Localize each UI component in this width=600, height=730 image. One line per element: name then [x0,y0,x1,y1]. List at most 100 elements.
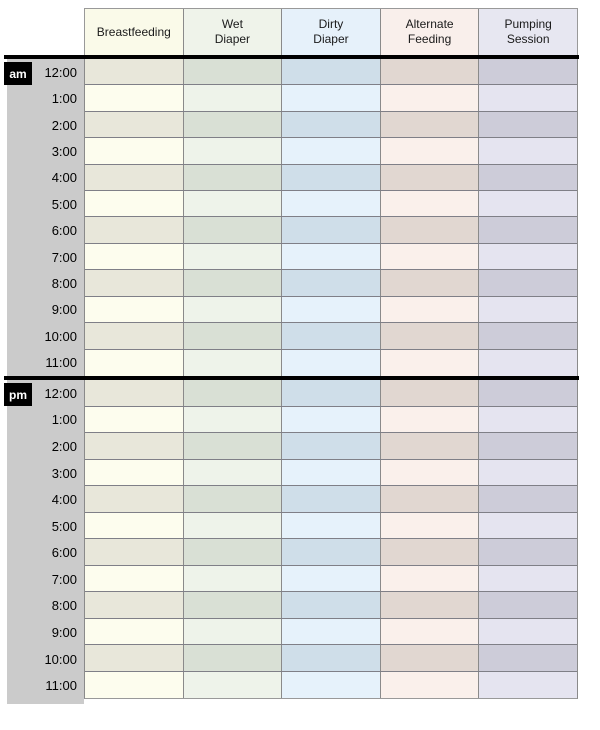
entry-cell-pumping-session[interactable] [478,59,577,85]
entry-cell-pumping-session[interactable] [478,512,577,538]
entry-cell-pumping-session[interactable] [478,406,577,432]
entry-cell-pumping-session[interactable] [478,459,577,485]
entry-cell-alternate-feeding[interactable] [379,164,479,191]
entry-cell-pumping-session[interactable] [478,645,577,671]
entry-cell-pumping-session[interactable] [478,217,577,243]
entry-cell-breastfeeding[interactable] [85,217,183,243]
entry-cell-wet-diaper[interactable] [182,380,282,406]
entry-cell-pumping-session[interactable] [478,111,577,138]
entry-cell-pumping-session[interactable] [478,486,577,512]
entry-cell-dirty-diaper[interactable] [281,671,380,698]
entry-cell-dirty-diaper[interactable] [281,592,380,618]
entry-cell-alternate-feeding[interactable] [379,592,479,618]
entry-cell-wet-diaper[interactable] [182,486,282,512]
entry-cell-pumping-session[interactable] [478,138,577,164]
entry-cell-pumping-session[interactable] [478,243,577,270]
entry-cell-pumping-session[interactable] [478,323,577,349]
entry-cell-breastfeeding[interactable] [85,459,183,485]
entry-cell-dirty-diaper[interactable] [281,349,380,376]
entry-cell-pumping-session[interactable] [478,85,577,111]
entry-cell-alternate-feeding[interactable] [379,323,479,349]
entry-cell-breastfeeding[interactable] [85,191,183,217]
entry-cell-wet-diaper[interactable] [182,296,282,323]
entry-cell-breastfeeding[interactable] [85,323,183,349]
entry-cell-alternate-feeding[interactable] [379,565,479,591]
entry-cell-breastfeeding[interactable] [85,85,183,111]
entry-cell-alternate-feeding[interactable] [379,111,479,138]
entry-cell-wet-diaper[interactable] [182,217,282,243]
entry-cell-alternate-feeding[interactable] [379,243,479,270]
entry-cell-dirty-diaper[interactable] [281,191,380,217]
entry-cell-alternate-feeding[interactable] [379,486,479,512]
entry-cell-wet-diaper[interactable] [182,349,282,376]
entry-cell-pumping-session[interactable] [478,191,577,217]
entry-cell-pumping-session[interactable] [478,164,577,191]
entry-cell-dirty-diaper[interactable] [281,486,380,512]
entry-cell-pumping-session[interactable] [478,270,577,296]
entry-cell-alternate-feeding[interactable] [379,191,479,217]
entry-cell-dirty-diaper[interactable] [281,380,380,406]
entry-cell-dirty-diaper[interactable] [281,164,380,191]
entry-cell-breastfeeding[interactable] [85,433,183,459]
entry-cell-wet-diaper[interactable] [182,433,282,459]
entry-cell-alternate-feeding[interactable] [379,349,479,376]
entry-cell-breastfeeding[interactable] [85,349,183,376]
entry-cell-wet-diaper[interactable] [182,323,282,349]
entry-cell-alternate-feeding[interactable] [379,671,479,698]
entry-cell-pumping-session[interactable] [478,671,577,698]
entry-cell-alternate-feeding[interactable] [379,512,479,538]
entry-cell-wet-diaper[interactable] [182,59,282,85]
entry-cell-breastfeeding[interactable] [85,645,183,671]
entry-cell-alternate-feeding[interactable] [379,380,479,406]
entry-cell-dirty-diaper[interactable] [281,296,380,323]
entry-cell-alternate-feeding[interactable] [379,539,479,565]
entry-cell-dirty-diaper[interactable] [281,111,380,138]
entry-cell-pumping-session[interactable] [478,380,577,406]
entry-cell-breastfeeding[interactable] [85,486,183,512]
entry-cell-wet-diaper[interactable] [182,539,282,565]
entry-cell-dirty-diaper[interactable] [281,270,380,296]
entry-cell-dirty-diaper[interactable] [281,406,380,432]
entry-cell-wet-diaper[interactable] [182,111,282,138]
entry-cell-breastfeeding[interactable] [85,138,183,164]
entry-cell-pumping-session[interactable] [478,349,577,376]
entry-cell-wet-diaper[interactable] [182,512,282,538]
entry-cell-wet-diaper[interactable] [182,592,282,618]
entry-cell-alternate-feeding[interactable] [379,217,479,243]
entry-cell-pumping-session[interactable] [478,433,577,459]
entry-cell-wet-diaper[interactable] [182,406,282,432]
entry-cell-dirty-diaper[interactable] [281,645,380,671]
entry-cell-dirty-diaper[interactable] [281,243,380,270]
entry-cell-wet-diaper[interactable] [182,191,282,217]
entry-cell-alternate-feeding[interactable] [379,406,479,432]
entry-cell-wet-diaper[interactable] [182,243,282,270]
entry-cell-breastfeeding[interactable] [85,296,183,323]
entry-cell-pumping-session[interactable] [478,592,577,618]
entry-cell-wet-diaper[interactable] [182,164,282,191]
entry-cell-dirty-diaper[interactable] [281,459,380,485]
entry-cell-breastfeeding[interactable] [85,59,183,85]
entry-cell-wet-diaper[interactable] [182,565,282,591]
entry-cell-breastfeeding[interactable] [85,618,183,644]
entry-cell-breastfeeding[interactable] [85,592,183,618]
entry-cell-dirty-diaper[interactable] [281,323,380,349]
entry-cell-pumping-session[interactable] [478,296,577,323]
entry-cell-alternate-feeding[interactable] [379,433,479,459]
entry-cell-dirty-diaper[interactable] [281,618,380,644]
entry-cell-wet-diaper[interactable] [182,459,282,485]
entry-cell-dirty-diaper[interactable] [281,433,380,459]
entry-cell-alternate-feeding[interactable] [379,270,479,296]
entry-cell-pumping-session[interactable] [478,618,577,644]
entry-cell-alternate-feeding[interactable] [379,85,479,111]
entry-cell-breastfeeding[interactable] [85,111,183,138]
entry-cell-alternate-feeding[interactable] [379,296,479,323]
entry-cell-wet-diaper[interactable] [182,645,282,671]
entry-cell-breastfeeding[interactable] [85,164,183,191]
entry-cell-dirty-diaper[interactable] [281,565,380,591]
entry-cell-dirty-diaper[interactable] [281,85,380,111]
entry-cell-alternate-feeding[interactable] [379,138,479,164]
entry-cell-breastfeeding[interactable] [85,512,183,538]
entry-cell-dirty-diaper[interactable] [281,138,380,164]
entry-cell-pumping-session[interactable] [478,539,577,565]
entry-cell-breastfeeding[interactable] [85,539,183,565]
